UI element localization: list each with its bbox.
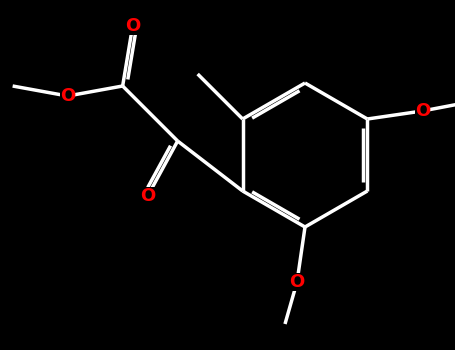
Text: O: O [60,87,75,105]
Text: O: O [415,102,430,120]
Text: O: O [289,273,305,291]
Text: O: O [125,17,140,35]
Text: O: O [140,187,155,205]
